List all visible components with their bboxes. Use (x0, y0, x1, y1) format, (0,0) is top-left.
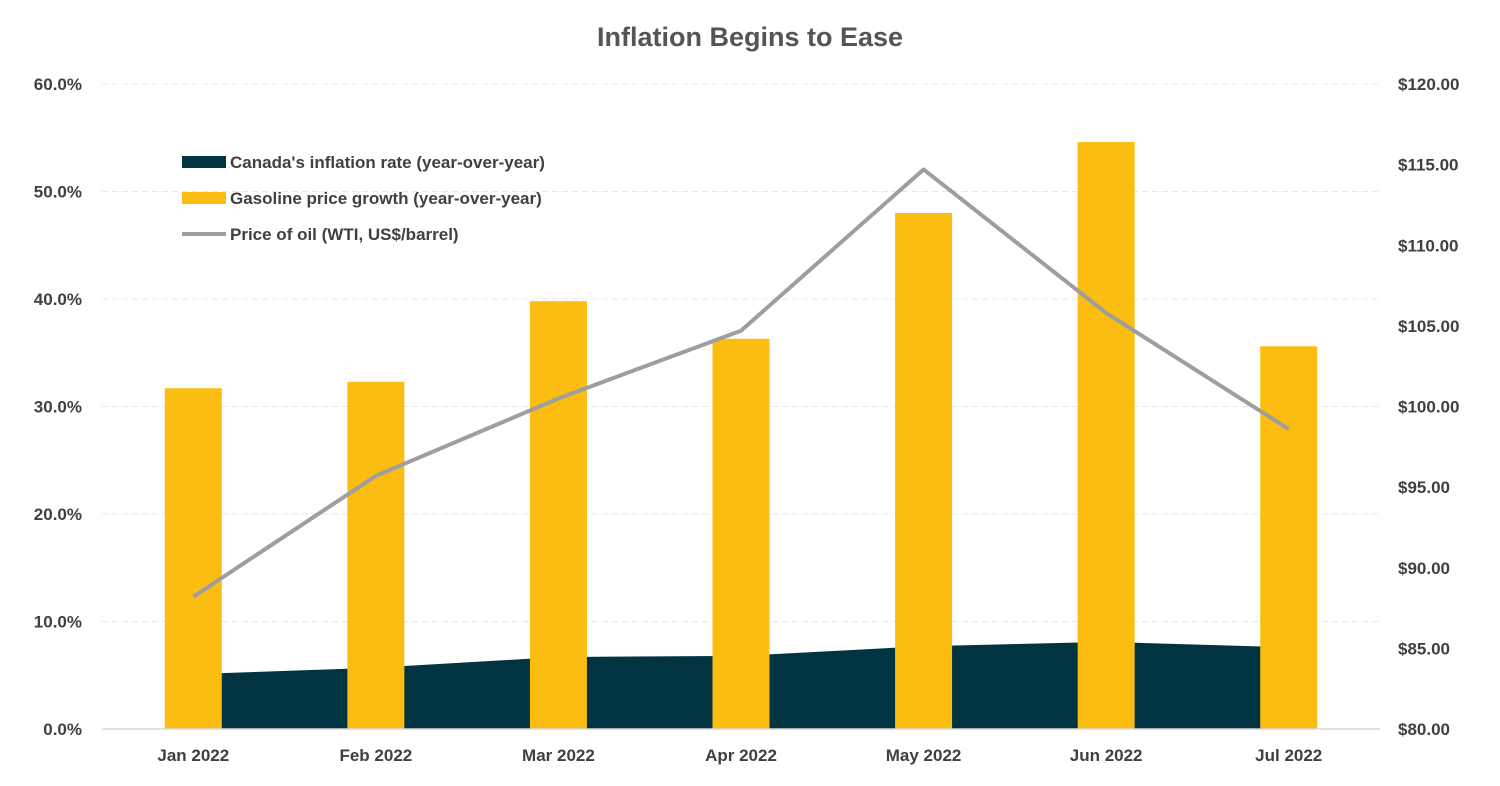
x-axis-ticks: Jan 2022 Feb 2022 Mar 2022 Apr 2022 May 2022… (157, 746, 1322, 765)
right-tick-label: $85.00 (1398, 639, 1450, 658)
gasoline-bar (1260, 346, 1318, 729)
x-tick-label: Apr 2022 (705, 746, 777, 765)
left-tick-label: 60.0% (34, 75, 82, 94)
left-tick-label: 50.0% (34, 183, 82, 202)
left-tick-label: 20.0% (34, 505, 82, 524)
left-tick-label: 10.0% (34, 613, 82, 632)
x-tick-label: Feb 2022 (339, 746, 412, 765)
legend: Canada's inflation rate (year-over-year)… (182, 153, 545, 244)
right-tick-label: $80.00 (1398, 720, 1450, 739)
right-tick-label: $105.00 (1398, 317, 1459, 336)
x-tick-label: Jul 2022 (1255, 746, 1322, 765)
gasoline-bar (712, 338, 770, 729)
right-tick-label: $90.00 (1398, 559, 1450, 578)
oil-price-line-layer (192, 167, 1290, 599)
legend-swatch-inflation (182, 156, 226, 168)
x-tick-label: Mar 2022 (522, 746, 595, 765)
gasoline-bar (1077, 142, 1135, 730)
legend-label-gasoline: Gasoline price growth (year-over-year) (230, 189, 542, 208)
gasoline-bar-layer (164, 142, 1318, 730)
gasoline-bar (164, 388, 222, 729)
right-axis-ticks: $80.00 $85.00 $90.00 $95.00 $100.00 $105.00 $1… (1398, 75, 1459, 739)
legend-label-oil: Price of oil (WTI, US$/barrel) (230, 225, 459, 244)
left-tick-label: 40.0% (34, 290, 82, 309)
legend-swatch-gasoline (182, 192, 226, 204)
right-tick-label: $120.00 (1398, 75, 1459, 94)
x-tick-label: May 2022 (886, 746, 962, 765)
gasoline-bar (895, 213, 953, 729)
x-tick-label: Jan 2022 (157, 746, 229, 765)
left-tick-label: 30.0% (34, 398, 82, 417)
x-tick-label: Jun 2022 (1070, 746, 1143, 765)
gasoline-bar (347, 381, 405, 729)
left-tick-label: 0.0% (43, 720, 82, 739)
left-axis-ticks: 0.0% 10.0% 20.0% 30.0% 40.0% 50.0% 60.0% (34, 75, 82, 739)
right-tick-label: $115.00 (1398, 156, 1459, 175)
chart-title: Inflation Begins to Ease (597, 22, 903, 52)
right-tick-label: $110.00 (1398, 236, 1459, 255)
gasoline-bar (529, 301, 587, 729)
legend-label-inflation: Canada's inflation rate (year-over-year) (230, 153, 545, 172)
right-tick-label: $100.00 (1398, 398, 1459, 417)
right-tick-label: $95.00 (1398, 478, 1450, 497)
